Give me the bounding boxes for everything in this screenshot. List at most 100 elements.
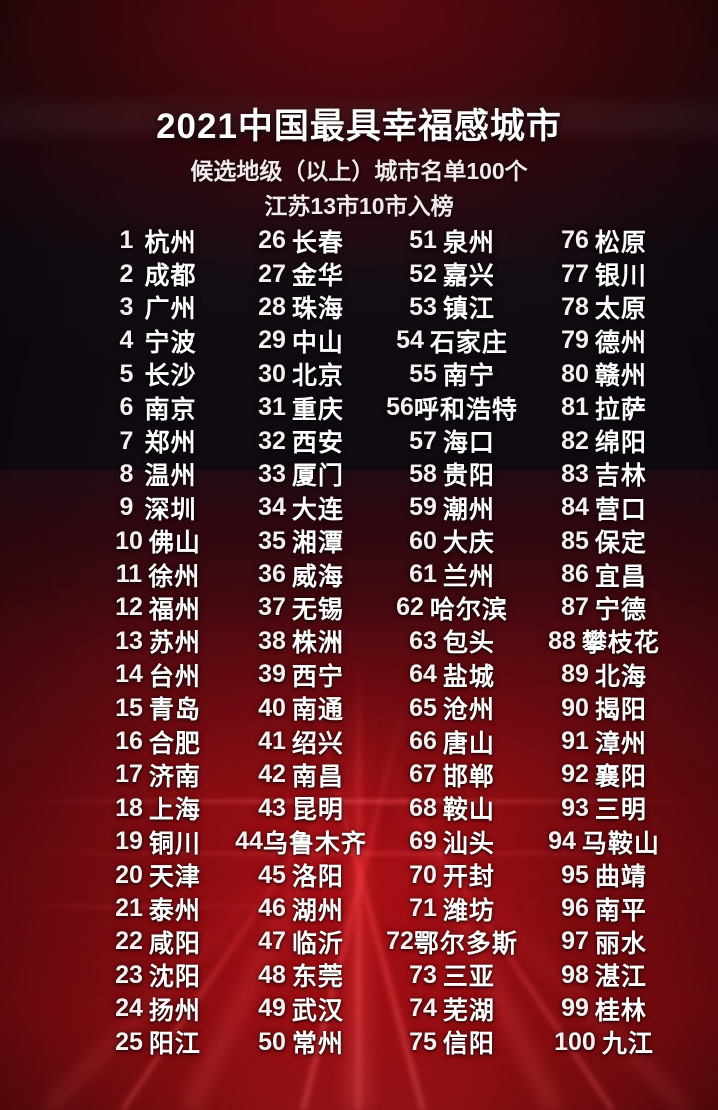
list-item[interactable]: 54 石家庄 — [378, 324, 526, 357]
list-item[interactable]: 65 沧州 — [378, 691, 526, 725]
list-item[interactable]: 99 桂林 — [524, 992, 684, 1025]
list-item[interactable]: 30 北京 — [232, 358, 370, 391]
list-item[interactable]: 24 扬州 — [92, 992, 224, 1025]
list-item[interactable]: 40 南通 — [232, 691, 370, 725]
list-item[interactable]: 52 嘉兴 — [378, 257, 526, 291]
list-item[interactable]: 83 吉林 — [524, 458, 684, 491]
list-item[interactable]: 9 深圳 — [92, 491, 224, 524]
list-item[interactable]: 16 合肥 — [92, 725, 224, 758]
list-item[interactable]: 29 中山 — [232, 324, 370, 357]
list-item[interactable]: 31 重庆 — [232, 391, 370, 424]
list-item[interactable]: 66 唐山 — [378, 725, 526, 758]
list-item[interactable]: 46 湖州 — [232, 892, 370, 925]
list-item[interactable]: 61 兰州 — [378, 558, 526, 591]
list-item[interactable]: 1 杭州 — [92, 224, 224, 257]
list-item[interactable]: 11 徐州 — [92, 558, 224, 591]
list-item[interactable]: 33 厦门 — [232, 458, 370, 491]
list-item[interactable]: 36 威海 — [232, 558, 370, 591]
list-item[interactable]: 91 漳州 — [524, 725, 684, 758]
list-item[interactable]: 22 咸阳 — [92, 925, 224, 958]
list-item[interactable]: 90 揭阳 — [524, 691, 684, 725]
list-item[interactable]: 93 三明 — [524, 792, 684, 825]
list-item[interactable]: 60 大庆 — [378, 525, 526, 558]
list-item[interactable]: 47 临沂 — [232, 925, 370, 958]
list-item[interactable]: 56 呼和浩特 — [378, 391, 526, 424]
list-item[interactable]: 82 绵阳 — [524, 424, 684, 458]
list-item[interactable]: 5 长沙 — [92, 358, 224, 391]
list-item[interactable]: 58 贵阳 — [378, 458, 526, 491]
list-item[interactable]: 53 镇江 — [378, 291, 526, 324]
list-item[interactable]: 2 成都 — [92, 257, 224, 291]
list-item[interactable]: 55 南宁 — [378, 358, 526, 391]
list-item[interactable]: 81 拉萨 — [524, 391, 684, 424]
list-item[interactable]: 74 芜湖 — [378, 992, 526, 1025]
list-item[interactable]: 96 南平 — [524, 892, 684, 925]
list-item[interactable]: 15 青岛 — [92, 691, 224, 725]
list-item[interactable]: 78 太原 — [524, 291, 684, 324]
list-item[interactable]: 51 泉州 — [378, 224, 526, 257]
list-item[interactable]: 26 长春 — [232, 224, 370, 257]
list-item[interactable]: 59 潮州 — [378, 491, 526, 524]
list-item[interactable]: 67 邯郸 — [378, 758, 526, 791]
list-item[interactable]: 75 信阳 — [378, 1025, 526, 1059]
list-item[interactable]: 45 洛阳 — [232, 858, 370, 892]
list-item[interactable]: 3 广州 — [92, 291, 224, 324]
list-item[interactable]: 85 保定 — [524, 525, 684, 558]
list-item[interactable]: 21 泰州 — [92, 892, 224, 925]
list-item[interactable]: 13 苏州 — [92, 625, 224, 658]
list-item[interactable]: 14 台州 — [92, 658, 224, 691]
list-item[interactable]: 87 宁德 — [524, 591, 684, 624]
list-item[interactable]: 76 松原 — [524, 224, 684, 257]
list-item[interactable]: 4 宁波 — [92, 324, 224, 357]
list-item[interactable]: 80 赣州 — [524, 358, 684, 391]
list-item[interactable]: 27 金华 — [232, 257, 370, 291]
list-item[interactable]: 50 常州 — [232, 1025, 370, 1059]
list-item[interactable]: 73 三亚 — [378, 959, 526, 992]
list-item[interactable]: 39 西宁 — [232, 658, 370, 691]
list-item[interactable]: 84 营口 — [524, 491, 684, 524]
list-item[interactable]: 68 鞍山 — [378, 792, 526, 825]
list-item[interactable]: 77 银川 — [524, 257, 684, 291]
list-item[interactable]: 6 南京 — [92, 391, 224, 424]
list-item[interactable]: 48 东莞 — [232, 959, 370, 992]
list-item[interactable]: 92 襄阳 — [524, 758, 684, 791]
list-item[interactable]: 38 株洲 — [232, 625, 370, 658]
list-item[interactable]: 8 温州 — [92, 458, 224, 491]
list-item[interactable]: 64 盐城 — [378, 658, 526, 691]
list-item[interactable]: 62 哈尔滨 — [378, 591, 526, 624]
list-item[interactable]: 69 汕头 — [378, 825, 526, 858]
list-item[interactable]: 37 无锡 — [232, 591, 370, 624]
list-item[interactable]: 71 潍坊 — [378, 892, 526, 925]
list-item[interactable]: 100 九江 — [524, 1025, 684, 1059]
list-item[interactable]: 34 大连 — [232, 491, 370, 524]
list-item[interactable]: 79 德州 — [524, 324, 684, 357]
list-item[interactable]: 44 乌鲁木齐 — [232, 825, 370, 858]
list-item[interactable]: 70 开封 — [378, 858, 526, 892]
list-item[interactable]: 17 济南 — [92, 758, 224, 791]
list-item[interactable]: 72 鄂尔多斯 — [378, 925, 526, 958]
list-item[interactable]: 43 昆明 — [232, 792, 370, 825]
list-item[interactable]: 19 铜川 — [92, 825, 224, 858]
list-item[interactable]: 32 西安 — [232, 424, 370, 458]
list-item[interactable]: 98 湛江 — [524, 959, 684, 992]
list-item[interactable]: 57 海口 — [378, 424, 526, 458]
list-item[interactable]: 25 阳江 — [92, 1025, 224, 1059]
list-item[interactable]: 23 沈阳 — [92, 959, 224, 992]
list-item[interactable]: 10 佛山 — [92, 525, 224, 558]
list-item[interactable]: 20 天津 — [92, 858, 224, 892]
list-item[interactable]: 94 马鞍山 — [524, 825, 684, 858]
list-item[interactable]: 12 福州 — [92, 591, 224, 624]
list-item[interactable]: 86 宜昌 — [524, 558, 684, 591]
list-item[interactable]: 63 包头 — [378, 625, 526, 658]
list-item[interactable]: 41 绍兴 — [232, 725, 370, 758]
list-item[interactable]: 35 湘潭 — [232, 525, 370, 558]
list-item[interactable]: 42 南昌 — [232, 758, 370, 791]
list-item[interactable]: 88 攀枝花 — [524, 625, 684, 658]
list-item[interactable]: 49 武汉 — [232, 992, 370, 1025]
list-item[interactable]: 18 上海 — [92, 792, 224, 825]
list-item[interactable]: 89 北海 — [524, 658, 684, 691]
list-item[interactable]: 95 曲靖 — [524, 858, 684, 892]
list-item[interactable]: 28 珠海 — [232, 291, 370, 324]
list-item[interactable]: 7 郑州 — [92, 424, 224, 458]
list-item[interactable]: 97 丽水 — [524, 925, 684, 958]
